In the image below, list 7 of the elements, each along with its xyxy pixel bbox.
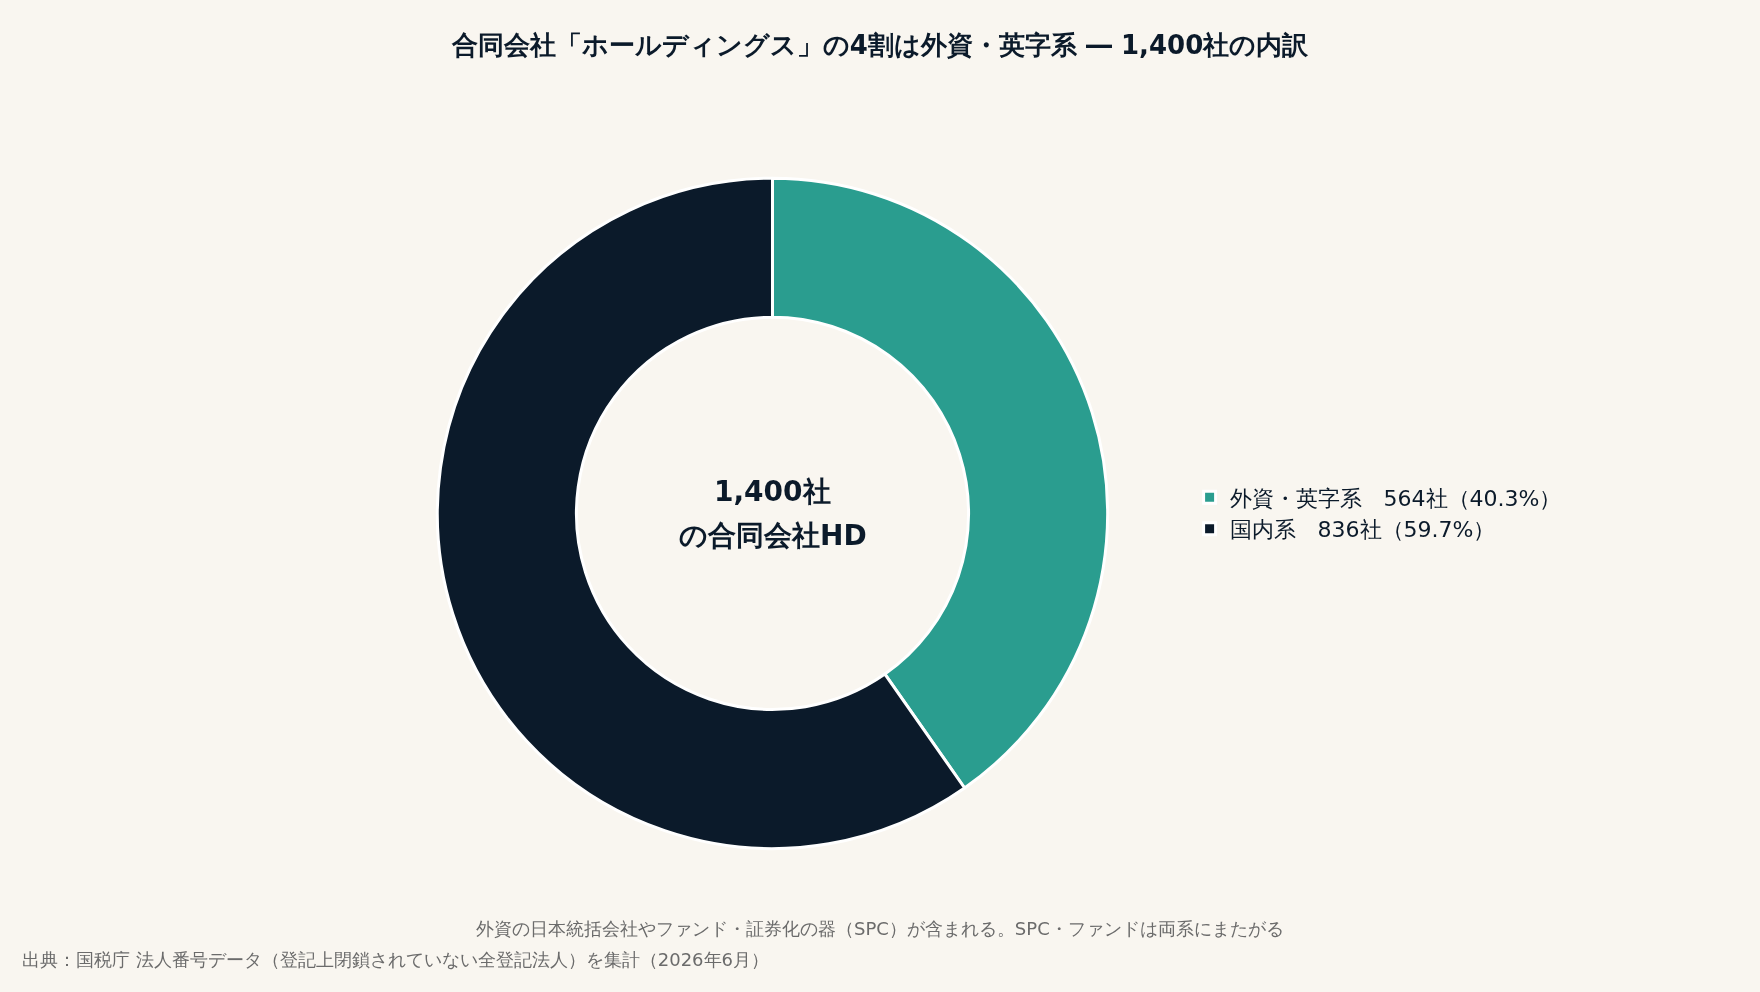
chart-title: 合同会社「ホールディングス」の4割は外資・英字系 ― 1,400社の内訳 (450, 29, 1310, 60)
text: 1,400社 (714, 475, 831, 508)
text: 外資の日本統括会社やファンド・証券化の器（SPC）が含まれる。SPC・ファンドは両系にまたがる (476, 918, 1284, 939)
legend-label: 外資・英字系 564社（40.3%） (1229, 485, 1562, 511)
source-note: 出典：国税庁 法人番号データ（登記上閉鎖されていない全登記法人）を集計（2026年6月） (22, 949, 769, 970)
legend-label: 国内系 836社（59.7%） (1229, 517, 1496, 543)
text: の合同会社HD (679, 519, 867, 552)
